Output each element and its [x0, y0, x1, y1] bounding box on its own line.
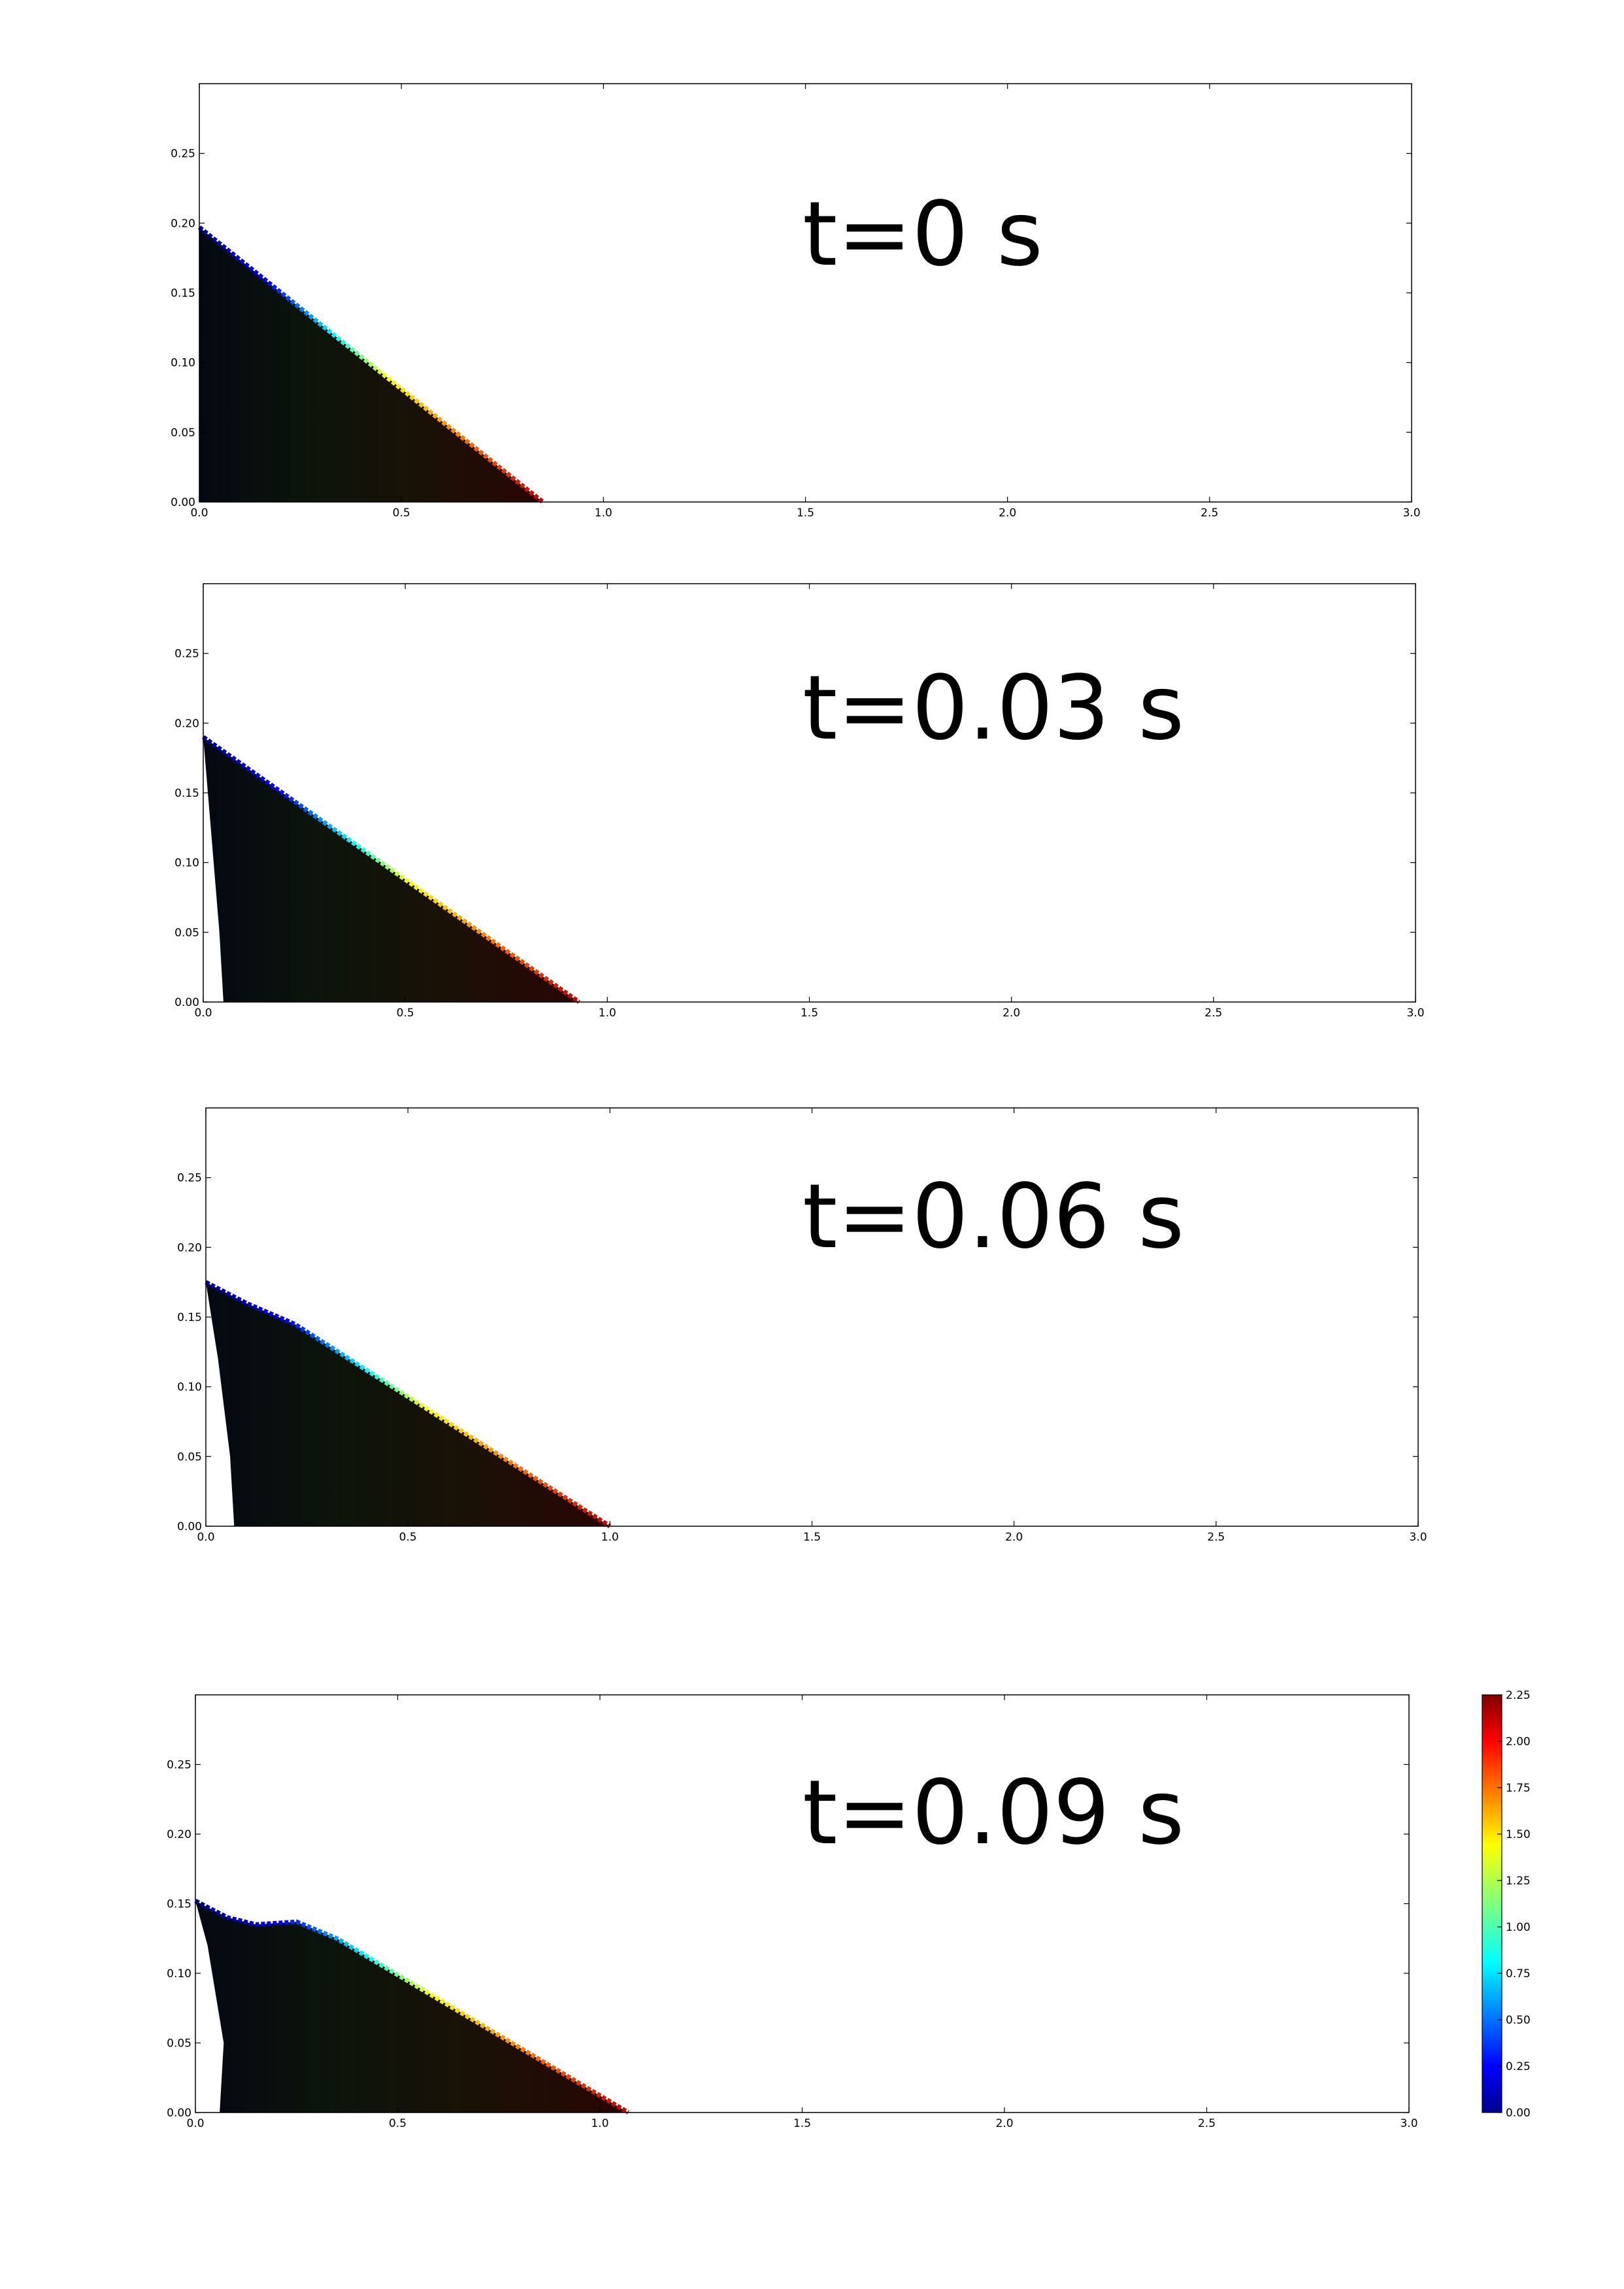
y-tick-label: 0.20: [174, 717, 199, 730]
y-tick-label: 0.00: [171, 496, 195, 509]
x-tick-label: 3.0: [1402, 507, 1420, 520]
x-tick-label: 0.5: [399, 1531, 417, 1544]
y-tick-label: 0.15: [177, 1311, 202, 1324]
y-tick-label: 0.15: [167, 1898, 191, 1911]
y-tick-label: 0.00: [177, 1520, 202, 1533]
y-tick-label: 0.00: [167, 2107, 191, 2120]
y-tick-label: 0.25: [177, 1172, 202, 1185]
x-tick-label: 2.0: [995, 2117, 1013, 2130]
x-tick-label: 0.0: [190, 507, 208, 520]
x-tick-label: 3.0: [1400, 2117, 1417, 2130]
y-tick-label: 0.00: [174, 996, 199, 1009]
y-tick-label: 0.05: [174, 926, 199, 939]
y-tick-label: 0.20: [177, 1241, 202, 1254]
free-surface-edge: [205, 1280, 612, 1528]
y-tick-label: 0.15: [171, 287, 195, 300]
colorbar-tick-label: 0.25: [1506, 2060, 1531, 2073]
y-tick-label: 0.20: [171, 217, 195, 230]
x-tick-label: 1.0: [599, 1007, 616, 1020]
x-tick-label: 3.0: [1409, 1531, 1427, 1544]
x-tick-label: 2.5: [1198, 2117, 1216, 2130]
colorbar-tick-label: 2.25: [1506, 1689, 1531, 1702]
x-tick-label: 0.5: [397, 1007, 414, 1020]
y-tick-label: 0.10: [177, 1381, 202, 1394]
panel-1: 0.0 0.5 1.0 1.5 2.0 2.5 3.0 0.00 0.05 0.10 0.15 0.2…: [171, 83, 1421, 520]
y-tick-label: 0.05: [171, 426, 195, 439]
colorbar-tick-label: 1.50: [1506, 1828, 1531, 1841]
panel-3: 0.0 0.5 1.0 1.5 2.0 2.5 3.0 0.00 0.05 0.10 0.15 0.2…: [177, 1107, 1427, 1544]
colorbar-tick-label: 1.25: [1506, 1875, 1531, 1888]
colorbar-tick-label: 0.50: [1506, 2014, 1531, 2027]
y-tick-label: 0.10: [174, 857, 199, 870]
y-tick-label: 0.20: [167, 1828, 191, 1841]
x-tick-label: 1.5: [801, 1007, 818, 1020]
x-tick-label: 2.5: [1201, 507, 1218, 520]
x-tick-label: 0.0: [186, 2117, 204, 2130]
x-tick-label: 2.0: [1003, 1007, 1020, 1020]
x-tick-label: 0.5: [393, 507, 410, 520]
x-tick-label: 3.0: [1406, 1007, 1424, 1020]
panel-time-label: t=0.06 s: [803, 1165, 1184, 1269]
x-tick-label: 1.5: [793, 2117, 811, 2130]
panel-time-label: t=0.03 s: [803, 657, 1184, 760]
panel-time-label: t=0.09 s: [803, 1762, 1184, 1865]
fluid-region: [195, 1901, 629, 2113]
x-tick-label: 1.5: [803, 1531, 821, 1544]
colorbar-tick-label: 1.75: [1506, 1782, 1531, 1795]
panels: 0.0 0.5 1.0 1.5 2.0 2.5 3.0 0.00 0.05 0.10 0.15 0.2…: [167, 83, 1427, 2130]
panel-2: 0.0 0.5 1.0 1.5 2.0 2.5 3.0 0.00 0.05 0.10 0.15 0.2…: [174, 583, 1425, 1020]
free-surface-edge: [201, 735, 581, 1004]
x-tick-label: 1.0: [591, 2117, 608, 2130]
y-tick-label: 0.05: [177, 1450, 202, 1463]
x-tick-label: 1.0: [601, 1531, 619, 1544]
x-tick-label: 1.0: [595, 507, 612, 520]
x-tick-label: 2.5: [1204, 1007, 1222, 1020]
free-surface-edge: [197, 225, 544, 504]
x-tick-label: 2.0: [1005, 1531, 1023, 1544]
x-tick-label: 1.5: [797, 507, 814, 520]
panel-4: 0.0 0.5 1.0 1.5 2.0 2.5 3.0 0.00 0.05 0.10 0.15 0.2…: [167, 1694, 1418, 2130]
y-tick-label: 0.25: [174, 648, 199, 661]
x-tick-label: 2.0: [999, 507, 1016, 520]
x-tick-label: 0.0: [197, 1531, 214, 1544]
y-tick-label: 0.10: [167, 1967, 191, 1980]
y-tick-label: 0.05: [167, 2037, 191, 2050]
fluid-region: [206, 1282, 610, 1526]
x-tick-label: 0.5: [389, 2117, 406, 2130]
y-tick-label: 0.25: [171, 148, 195, 161]
colorbar-tick-label: 0.75: [1506, 1967, 1531, 1980]
x-tick-label: 0.0: [194, 1007, 212, 1020]
panel-time-label: t=0 s: [803, 183, 1043, 286]
y-tick-label: 0.15: [174, 787, 199, 800]
colorbar: 0.00 0.25 0.50 0.75 1.00 1.25 1.50 1.75 2.00 2.25: [1482, 1689, 1531, 2120]
colorbar-tick-label: 2.00: [1506, 1735, 1531, 1748]
colorbar-tick-label: 0.00: [1506, 2107, 1531, 2120]
y-tick-label: 0.25: [167, 1759, 191, 1772]
y-tick-label: 0.10: [171, 357, 195, 370]
free-surface-edge: [194, 1899, 630, 2115]
colorbar-tick-label: 1.00: [1506, 1921, 1531, 1934]
colorbar-gradient: [1482, 1694, 1502, 2113]
x-tick-label: 2.5: [1207, 1531, 1225, 1544]
